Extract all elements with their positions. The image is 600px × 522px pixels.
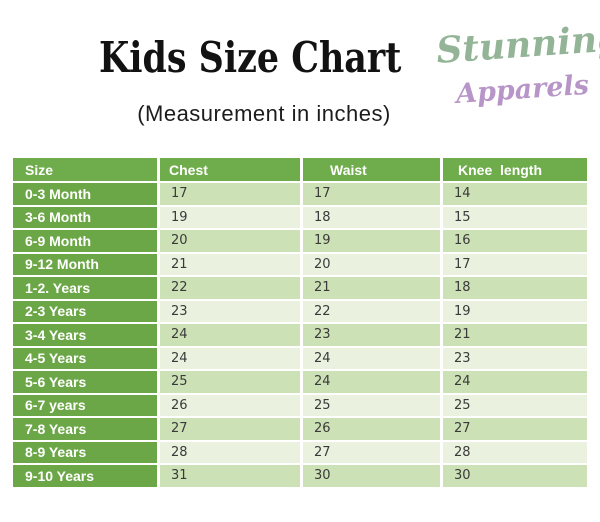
- measurement-value-cell: 24: [443, 371, 587, 395]
- measurement-value-cell: 28: [443, 441, 587, 465]
- measurement-unit-subtitle: (Measurement in inches): [137, 101, 391, 126]
- table-row: 1-2. Years 22 21 18: [13, 277, 587, 301]
- measurement-value-cell: 18: [443, 277, 587, 301]
- measurement-value-cell: 22: [160, 277, 303, 301]
- table-row: 6-9 Month 20 19 16: [13, 230, 587, 254]
- table-row: 8-9 Years 28 27 28: [13, 441, 587, 465]
- measurement-value-cell: 20: [303, 253, 443, 277]
- measurement-value-cell: 17: [160, 183, 303, 207]
- measurement-value-cell: 17: [443, 253, 587, 277]
- measurement-value-cell: 25: [443, 394, 587, 418]
- col-header-size: Size: [13, 158, 160, 183]
- size-label-cell: 6-7 years: [13, 394, 160, 418]
- size-label-cell: 3-6 Month: [13, 206, 160, 230]
- table-row: 3-6 Month 19 18 15: [13, 206, 587, 230]
- size-label-cell: 9-10 Years: [13, 465, 160, 487]
- table-row: 0-3 Month 17 17 14: [13, 183, 587, 207]
- measurement-value-cell: 14: [443, 183, 587, 207]
- size-label-cell: 9-12 Month: [13, 253, 160, 277]
- measurement-value-cell: 30: [303, 465, 443, 487]
- measurement-value-cell: 23: [443, 347, 587, 371]
- table-header-row: Size Chest Waist Knee length: [13, 158, 587, 183]
- measurement-value-cell: 21: [443, 324, 587, 348]
- measurement-value-cell: 22: [303, 300, 443, 324]
- measurement-value-cell: 21: [303, 277, 443, 301]
- size-label-cell: 3-4 Years: [13, 324, 160, 348]
- measurement-value-cell: 24: [160, 347, 303, 371]
- table-row: 6-7 years 26 25 25: [13, 394, 587, 418]
- measurement-value-cell: 23: [160, 300, 303, 324]
- size-label-cell: 0-3 Month: [13, 183, 160, 207]
- page-title: Kids Size Chart: [99, 33, 402, 82]
- measurement-value-cell: 24: [303, 347, 443, 371]
- table-row: 2-3 Years 23 22 19: [13, 300, 587, 324]
- measurement-value-cell: 15: [443, 206, 587, 230]
- measurement-value-cell: 25: [303, 394, 443, 418]
- table-row: 5-6 Years 25 24 24: [13, 371, 587, 395]
- size-label-cell: 4-5 Years: [13, 347, 160, 371]
- measurement-value-cell: 16: [443, 230, 587, 254]
- measurement-value-cell: 24: [303, 371, 443, 395]
- measurement-value-cell: 27: [303, 441, 443, 465]
- size-table-body: 0-3 Month 17 17 14 3-6 Month 19 18 15 6-9 Month 2…: [13, 183, 587, 487]
- measurement-value-cell: 28: [160, 441, 303, 465]
- size-label-cell: 1-2. Years: [13, 277, 160, 301]
- size-label-cell: 6-9 Month: [13, 230, 160, 254]
- measurement-value-cell: 26: [160, 394, 303, 418]
- measurement-value-cell: 27: [160, 418, 303, 442]
- measurement-value-cell: 17: [303, 183, 443, 207]
- measurement-value-cell: 19: [303, 230, 443, 254]
- size-label-cell: 5-6 Years: [13, 371, 160, 395]
- measurement-value-cell: 25: [160, 371, 303, 395]
- measurement-value-cell: 27: [443, 418, 587, 442]
- table-row: 3-4 Years 24 23 21: [13, 324, 587, 348]
- col-header-waist: Waist: [303, 158, 443, 183]
- table-row: 4-5 Years 24 24 23: [13, 347, 587, 371]
- measurement-value-cell: 30: [443, 465, 587, 487]
- table-row: 9-12 Month 21 20 17: [13, 253, 587, 277]
- measurement-value-cell: 23: [303, 324, 443, 348]
- measurement-value-cell: 20: [160, 230, 303, 254]
- measurement-value-cell: 19: [160, 206, 303, 230]
- measurement-value-cell: 26: [303, 418, 443, 442]
- measurement-value-cell: 18: [303, 206, 443, 230]
- col-header-knee-length: Knee length: [443, 158, 587, 183]
- table-row: 7-8 Years 27 26 27: [13, 418, 587, 442]
- table-row: 9-10 Years 31 30 30: [13, 465, 587, 487]
- brand-logo-line1: Stunning: [435, 17, 600, 72]
- size-label-cell: 2-3 Years: [13, 300, 160, 324]
- measurement-value-cell: 31: [160, 465, 303, 487]
- size-label-cell: 8-9 Years: [13, 441, 160, 465]
- measurement-value-cell: 19: [443, 300, 587, 324]
- measurement-value-cell: 24: [160, 324, 303, 348]
- size-label-cell: 7-8 Years: [13, 418, 160, 442]
- col-header-chest: Chest: [160, 158, 303, 183]
- size-chart-table: Size Chest Waist Knee length 0-3 Month 17…: [13, 158, 587, 487]
- measurement-value-cell: 21: [160, 253, 303, 277]
